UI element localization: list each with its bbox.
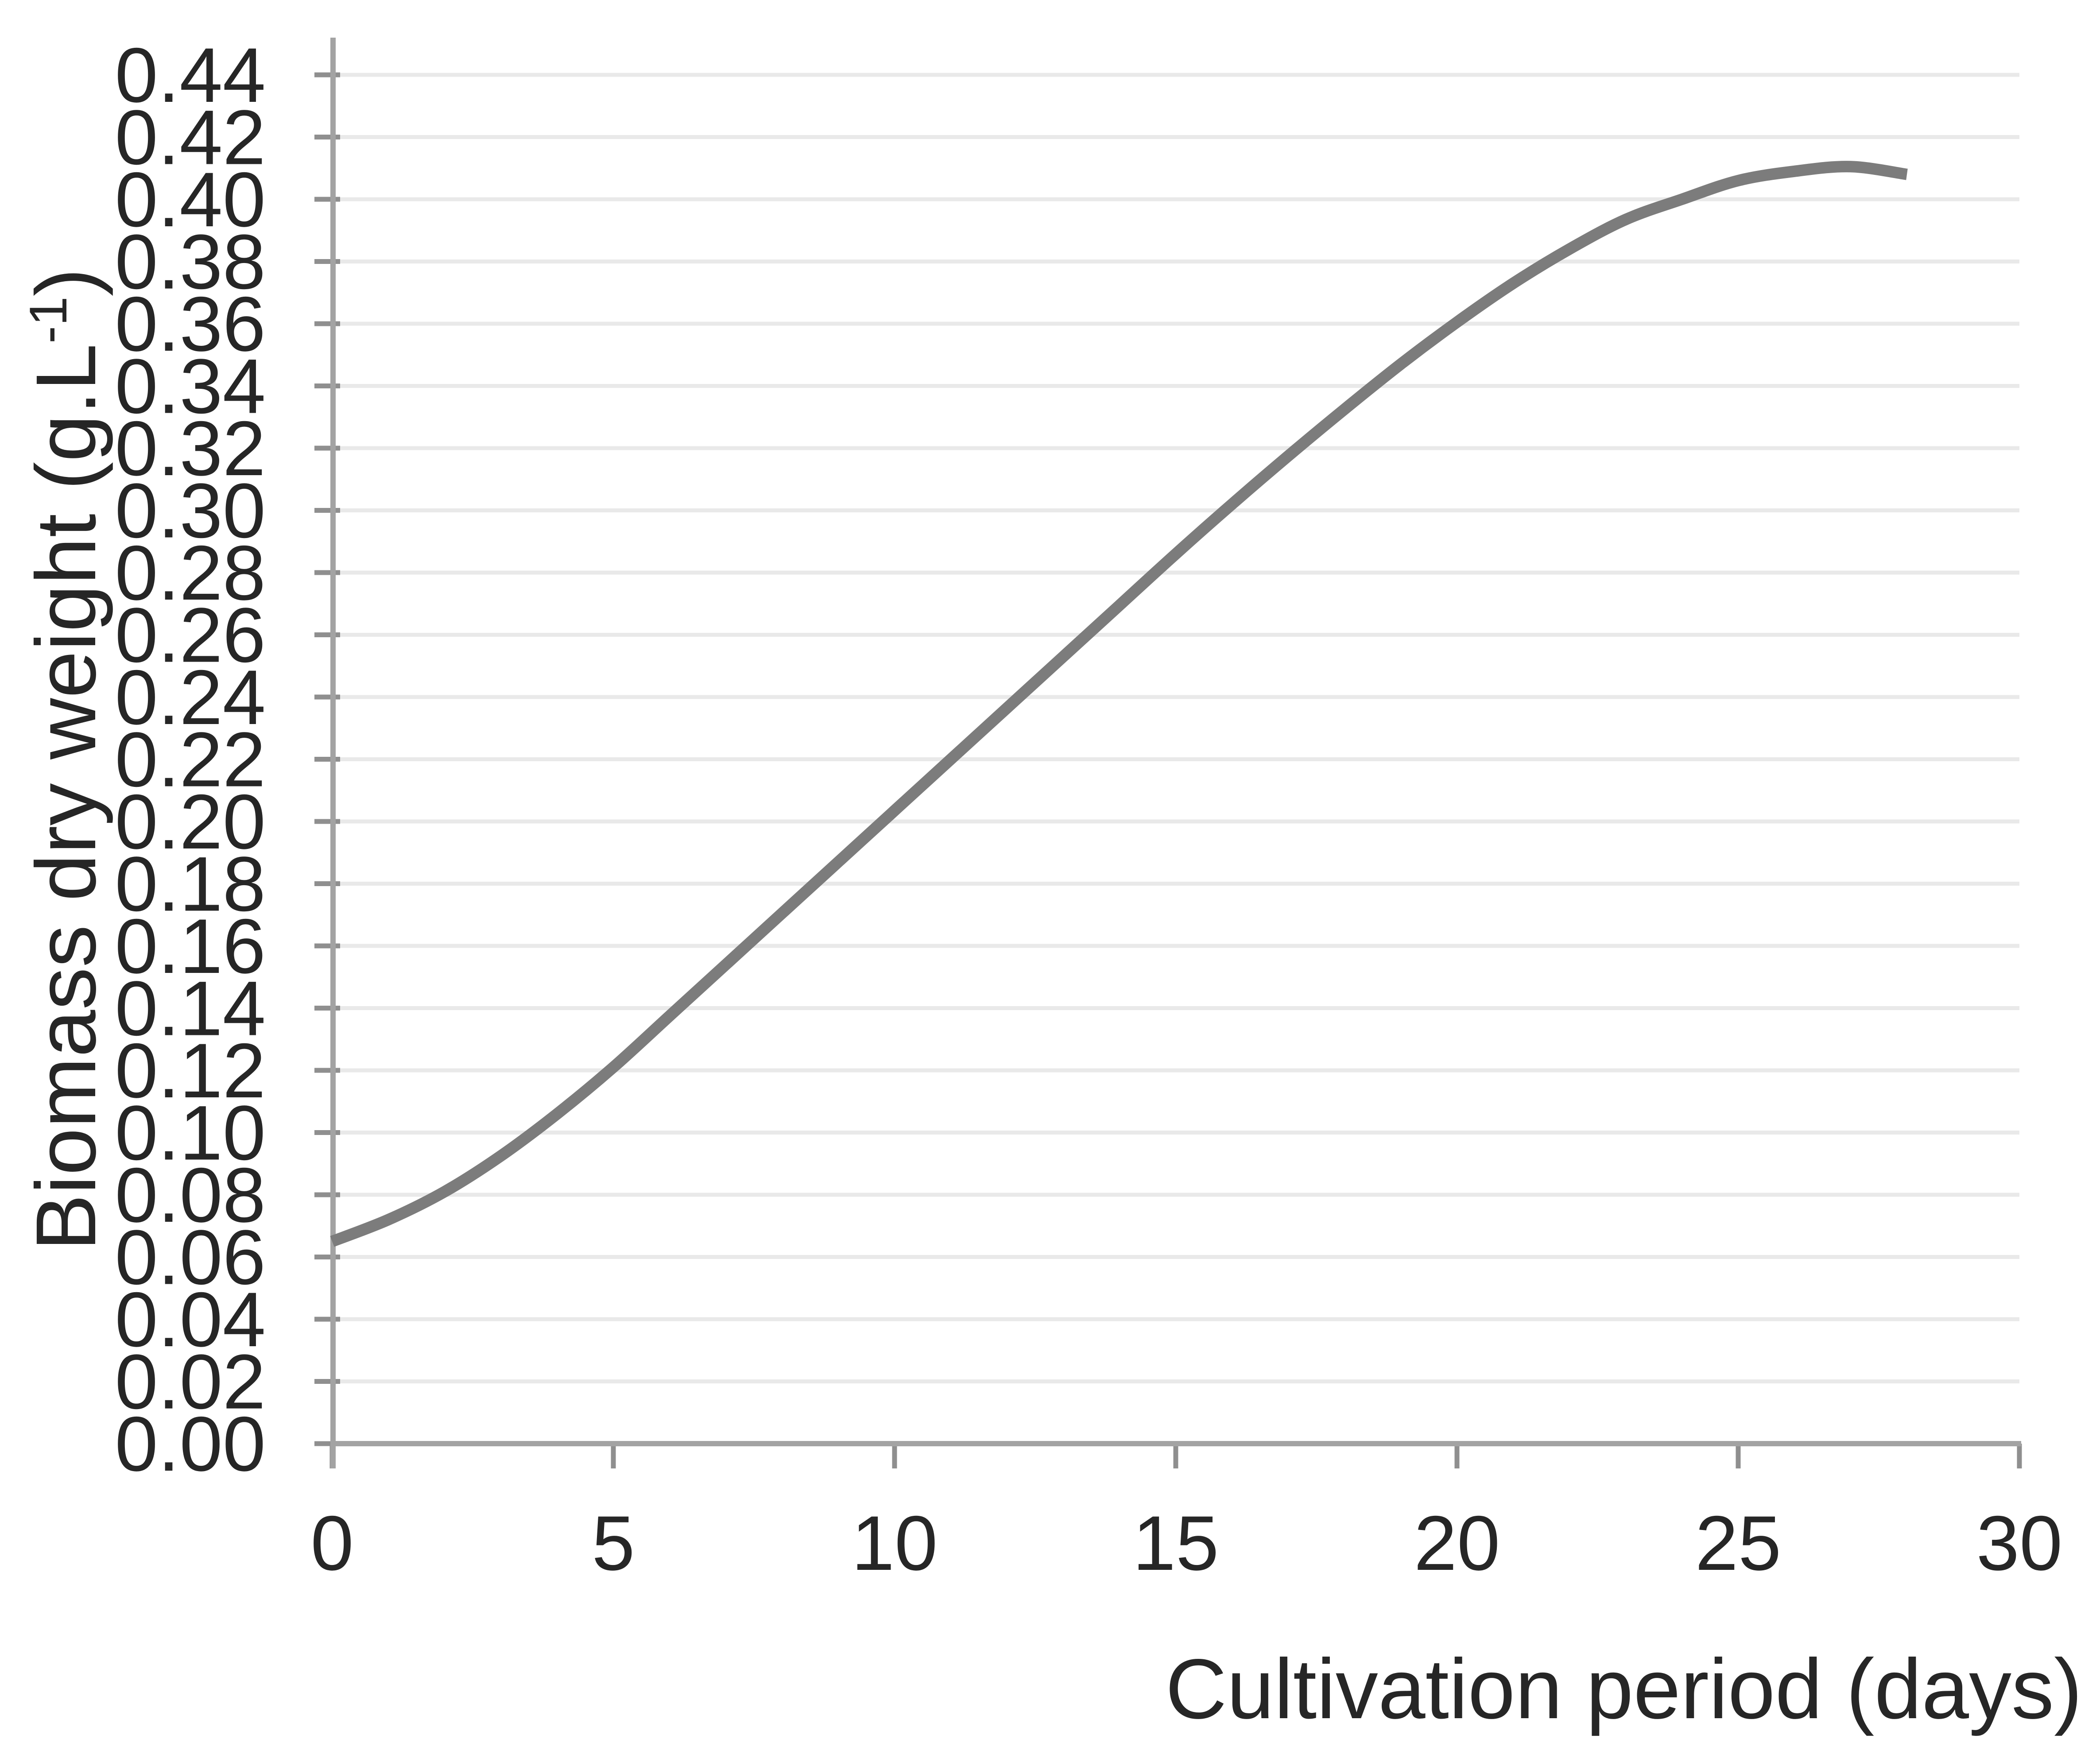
gridlines-group [332, 73, 2019, 1446]
y-tick-label: 0.18 [115, 841, 266, 928]
x-tick-label: 15 [1133, 1500, 1219, 1587]
y-ticks-group [314, 72, 340, 1446]
y-tick-label: 0.04 [115, 1277, 266, 1363]
x-axis-title: Cultivation period (days) [1166, 1641, 2082, 1736]
y-tick-label: 0.00 [115, 1401, 266, 1487]
y-tick-label: 0.42 [115, 95, 266, 181]
y-tick-label: 0.36 [115, 281, 266, 368]
y-axis-title-main: Biomass dry weight (g.L [18, 344, 113, 1251]
y-tick-label: 0.38 [115, 219, 266, 306]
x-tick-label: 10 [852, 1500, 938, 1587]
x-tick-labels-group: 0 5 10 15 20 25 30 [310, 1500, 2062, 1587]
y-tick-label: 0.14 [115, 966, 266, 1052]
y-tick-label: 0.40 [115, 157, 266, 243]
y-tick-label: 0.24 [115, 655, 266, 741]
y-axis-title-close: ) [18, 268, 113, 296]
y-tick-label: 0.34 [115, 344, 266, 430]
y-tick-label: 0.16 [115, 903, 266, 990]
x-tick-label: 5 [592, 1500, 635, 1587]
y-tick-label: 0.26 [115, 593, 266, 679]
x-tick-label: 0 [310, 1500, 353, 1587]
y-tick-label: 0.10 [115, 1090, 266, 1177]
y-tick-label: 0.08 [115, 1152, 266, 1239]
y-tick-label: 0.06 [115, 1215, 266, 1301]
y-axis-title: Biomass dry weight (g.L-1) [18, 268, 113, 1251]
y-tick-label: 0.44 [115, 32, 266, 119]
x-tick-label: 25 [1695, 1500, 1782, 1587]
y-tick-label: 0.32 [115, 406, 266, 492]
y-axis-title-superscript: -1 [19, 296, 78, 344]
y-tick-label: 0.02 [115, 1339, 266, 1425]
y-tick-label: 0.22 [115, 717, 266, 803]
y-tick-label: 0.30 [115, 468, 266, 554]
y-tick-labels-group: 0.000.020.040.060.080.100.120.140.160.18… [115, 32, 266, 1487]
x-tick-label: 20 [1414, 1500, 1500, 1587]
y-tick-label: 0.20 [115, 779, 266, 865]
y-tick-label: 0.28 [115, 530, 266, 616]
x-ticks-group [329, 1444, 2022, 1468]
x-tick-label: 30 [1976, 1500, 2063, 1587]
y-tick-label: 0.12 [115, 1028, 266, 1114]
biomass-growth-curve [330, 161, 1908, 1247]
